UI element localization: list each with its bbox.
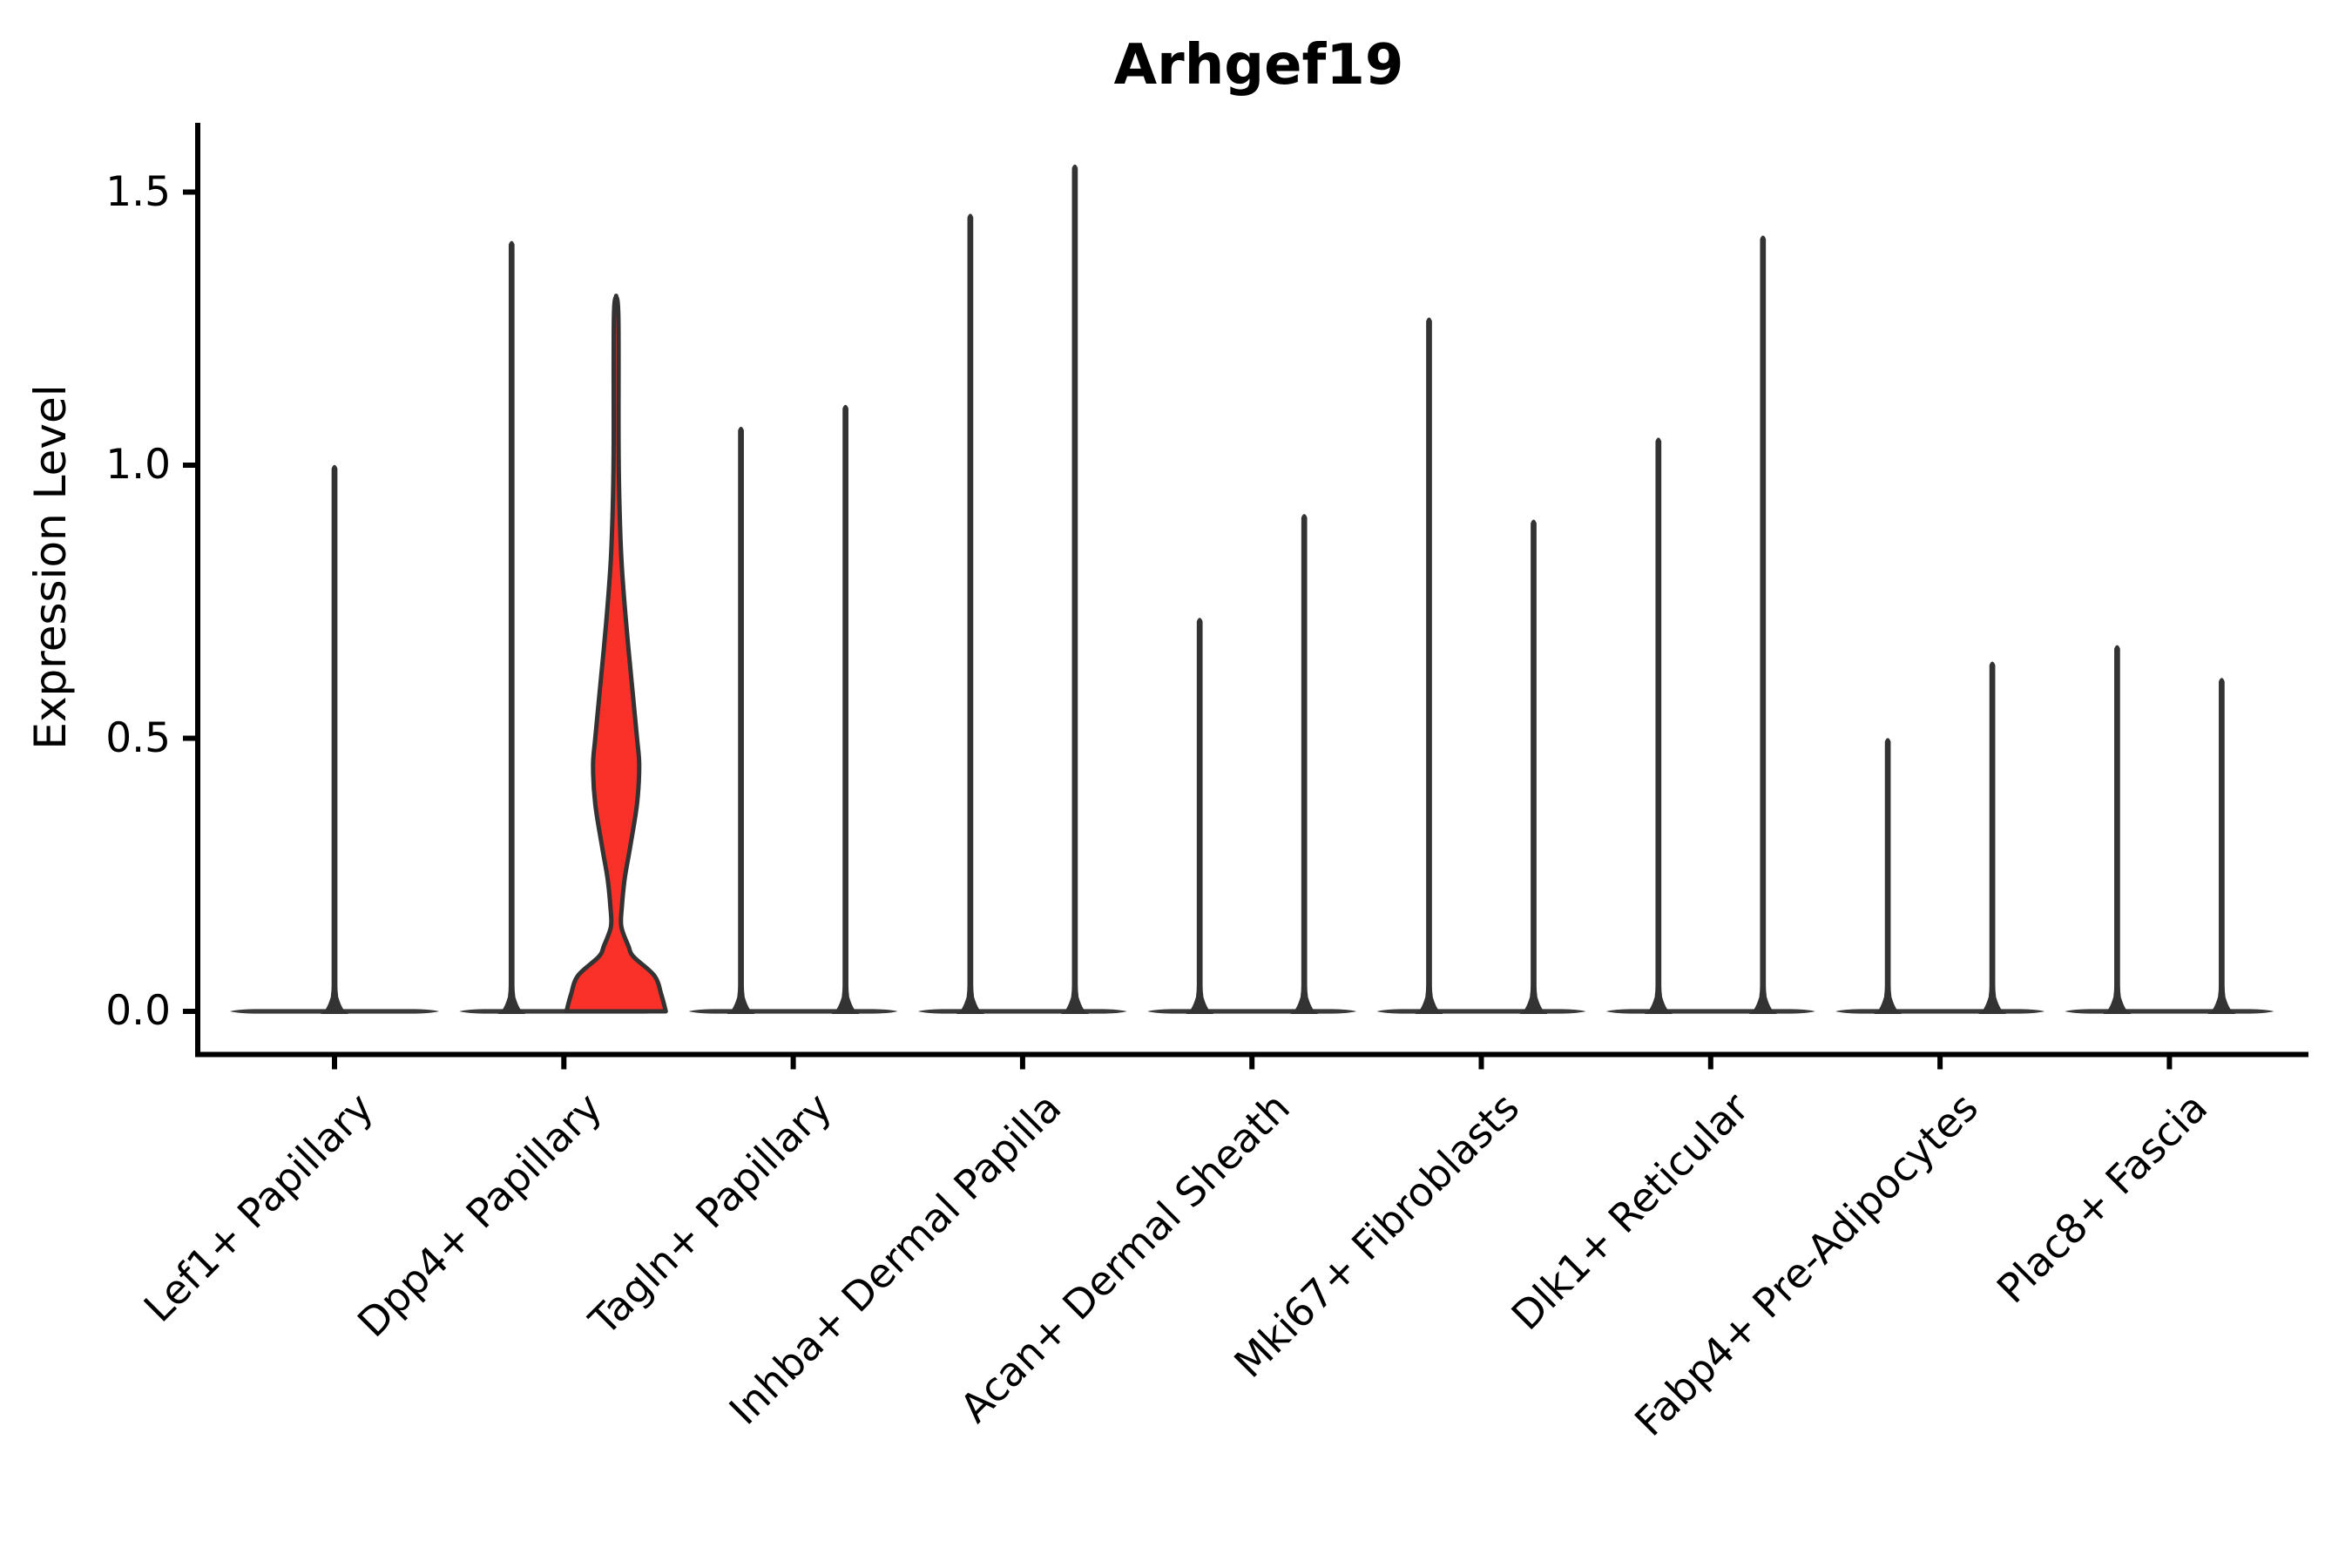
y-axis-spine [195,123,200,1058]
zero-baseline [2065,1009,2274,1014]
x-tick [332,1057,337,1070]
x-tick [1249,1057,1255,1070]
zero-baseline [1147,1009,1357,1014]
violin-spike [321,464,348,1015]
violin-spike [727,426,755,1015]
violin-spike [1874,738,1902,1015]
violin-spike [1415,317,1443,1015]
x-tick [790,1057,796,1070]
highlighted-violin [564,294,668,1014]
y-tick [183,735,195,741]
violin-spike [1061,164,1089,1015]
zero-baseline [1605,1009,1815,1014]
violin-spike [1749,235,1777,1015]
y-tick [183,189,195,195]
x-tick [1937,1057,1943,1070]
violin-spike [2207,678,2236,1015]
violin-spike [2103,645,2132,1015]
y-tick [183,1009,195,1014]
x-tick [2166,1057,2173,1070]
plot-title: Arhgef19 [1113,33,1404,98]
x-tick [1478,1057,1484,1070]
x-axis-spine [195,1051,2308,1058]
y-tick-label: 0.5 [105,713,171,762]
violin-spike [831,404,860,1015]
violin-spike [497,240,526,1015]
violin-spike [1645,437,1673,1015]
x-tick [1019,1057,1025,1070]
zero-baseline [688,1009,898,1014]
violin-spike [956,213,984,1015]
zero-baseline [917,1009,1127,1014]
y-tick-label: 1.0 [105,441,171,489]
y-tick [183,463,195,468]
x-tick [1707,1057,1713,1070]
violin-spike [1519,519,1548,1015]
zero-baseline [1376,1009,1586,1014]
x-tick [561,1057,567,1070]
violin-spike [1186,618,1213,1015]
zero-baseline [1835,1009,2045,1014]
violin-spike [1290,514,1318,1015]
violin-spike [1978,661,2006,1015]
y-tick-label: 0.0 [105,987,171,1035]
y-tick-label: 1.5 [105,167,171,216]
